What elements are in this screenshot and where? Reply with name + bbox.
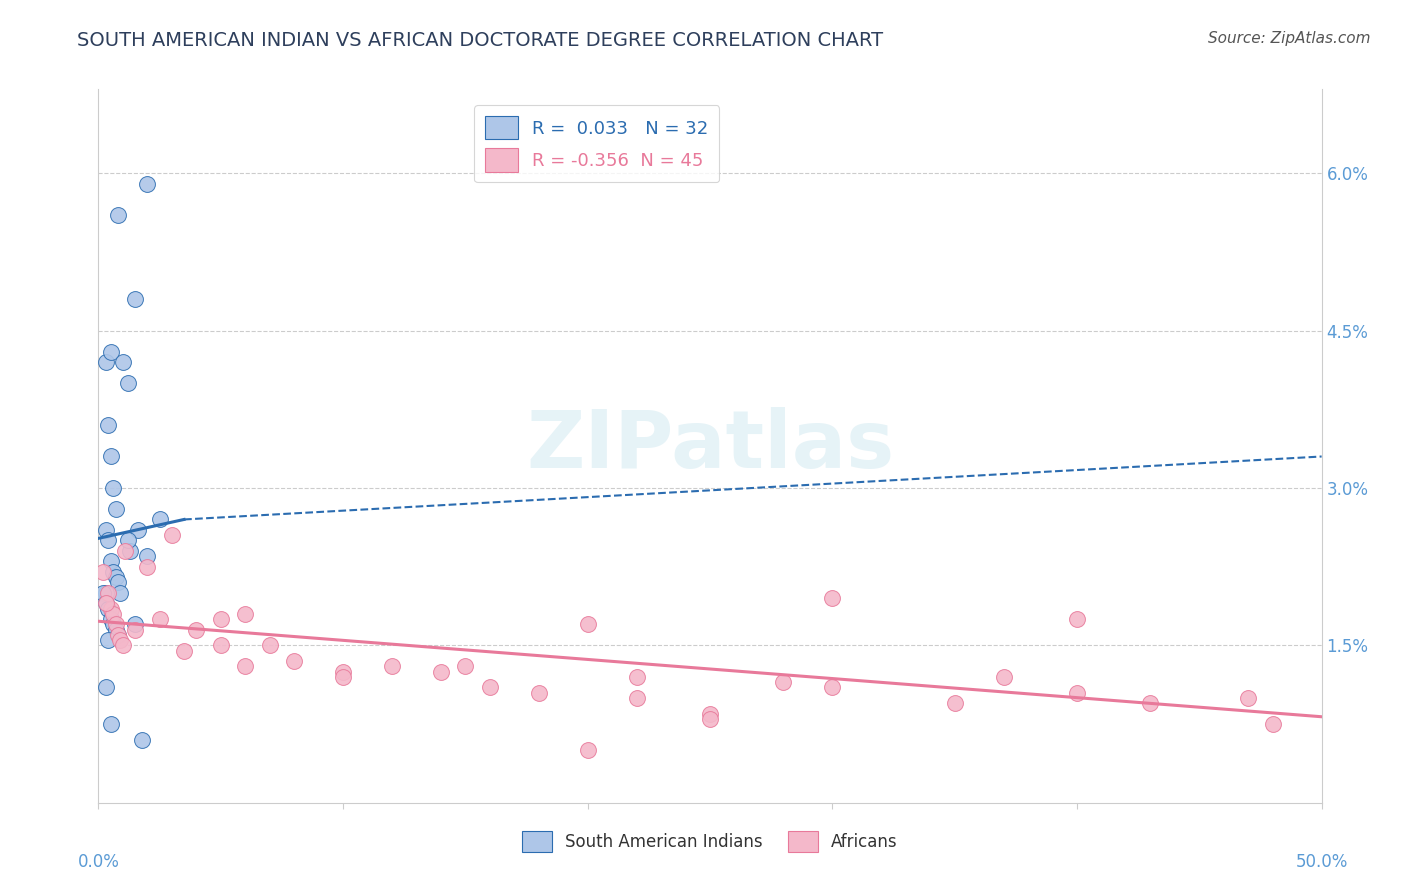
Point (124, 292, 146, 306)
Point (100, 554, 122, 568)
Point (94, 523, 117, 537)
Text: SOUTH AMERICAN INDIAN VS AFRICAN DOCTORATE DEGREE CORRELATION CHART: SOUTH AMERICAN INDIAN VS AFRICAN DOCTORA… (77, 31, 883, 50)
Point (107, 575, 129, 590)
Point (1261, 717, 1284, 731)
Point (110, 633, 132, 648)
Point (173, 643, 195, 657)
Point (233, 659, 256, 673)
Point (120, 544, 142, 558)
Point (100, 717, 122, 731)
Point (94, 681, 117, 695)
Point (91, 565, 114, 579)
Text: ZIPatlas: ZIPatlas (526, 407, 894, 485)
Point (576, 743, 599, 757)
Point (94, 596, 117, 610)
Point (101, 607, 124, 621)
Point (381, 659, 404, 673)
Point (576, 617, 599, 632)
Point (94, 586, 117, 600)
Point (101, 617, 124, 632)
Point (97, 601, 120, 615)
Point (626, 670, 648, 684)
Point (101, 565, 124, 579)
Point (136, 559, 159, 574)
Point (107, 208, 129, 222)
Point (209, 639, 232, 653)
Point (107, 628, 129, 642)
Point (104, 623, 127, 637)
Text: 0.0%: 0.0% (77, 853, 120, 871)
Point (100, 601, 122, 615)
Point (1066, 612, 1088, 626)
Point (104, 570, 127, 584)
Point (94, 355, 117, 369)
Point (136, 177, 159, 191)
Point (821, 591, 844, 606)
Point (111, 639, 134, 653)
Point (91, 586, 114, 600)
Point (117, 533, 139, 548)
Point (527, 685, 550, 699)
Point (233, 607, 256, 621)
Point (124, 623, 146, 637)
Point (111, 355, 134, 369)
Point (110, 586, 132, 600)
Point (478, 681, 501, 695)
Point (332, 665, 354, 679)
Point (94, 596, 117, 610)
Point (699, 706, 721, 721)
Point (209, 612, 232, 626)
Point (1066, 685, 1088, 699)
Point (454, 659, 477, 673)
Point (186, 623, 208, 637)
Point (101, 481, 124, 495)
Point (104, 617, 127, 632)
Point (100, 450, 122, 464)
Point (131, 732, 153, 747)
Point (97, 633, 120, 648)
Point (149, 512, 172, 526)
Legend: South American Indians, Africans: South American Indians, Africans (516, 824, 904, 859)
Point (117, 376, 139, 390)
Point (993, 670, 1015, 684)
Point (283, 654, 305, 668)
Point (259, 639, 281, 653)
Text: Source: ZipAtlas.com: Source: ZipAtlas.com (1208, 31, 1371, 46)
Point (97, 533, 120, 548)
Point (104, 502, 127, 516)
Point (821, 681, 844, 695)
Point (149, 612, 172, 626)
Point (114, 544, 136, 558)
Point (127, 523, 149, 537)
Point (626, 690, 648, 705)
Point (100, 344, 122, 359)
Point (136, 549, 159, 564)
Point (1237, 690, 1260, 705)
Point (430, 665, 453, 679)
Point (124, 617, 146, 632)
Point (332, 670, 354, 684)
Point (160, 528, 183, 542)
Text: 50.0%: 50.0% (1295, 853, 1348, 871)
Point (107, 628, 129, 642)
Point (1139, 696, 1161, 710)
Point (772, 675, 794, 690)
Point (943, 696, 966, 710)
Point (100, 612, 122, 626)
Point (699, 712, 721, 726)
Point (97, 586, 120, 600)
Point (97, 417, 120, 432)
